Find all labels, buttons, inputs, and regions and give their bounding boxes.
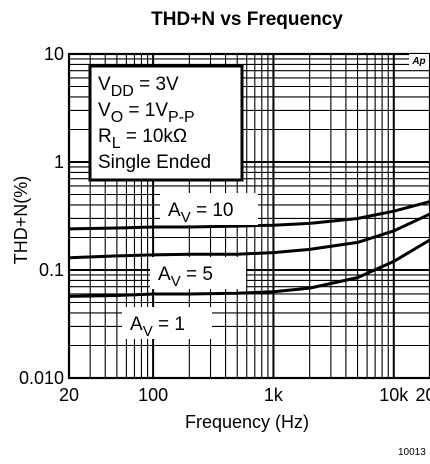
condition-line: RL = 10kΩ xyxy=(98,126,187,152)
series-label-bg xyxy=(122,307,212,339)
ap-logo: Ap xyxy=(409,54,429,67)
series-line xyxy=(68,212,430,260)
x-tick-label: 100 xyxy=(138,385,168,405)
condition-line: VO = 1VP-P xyxy=(98,100,195,126)
series-label-bg xyxy=(160,193,258,225)
series-line xyxy=(68,200,430,231)
condition-line: VDD = 3V xyxy=(98,74,179,100)
y-tick-label: 10 xyxy=(44,44,64,64)
reference-number: 10013 xyxy=(398,447,426,458)
conditions-frame xyxy=(88,64,244,182)
x-tick-label: 1k xyxy=(264,385,284,405)
plot-frame xyxy=(67,52,430,380)
y-axis-label: THD+N(%) xyxy=(11,176,31,265)
y-tick-label: 0.1 xyxy=(39,260,64,280)
series-label: AV = 5 xyxy=(158,264,213,290)
chart-title: THD+N vs Frequency xyxy=(151,9,343,30)
series-label-bg xyxy=(150,257,246,289)
axis-ticks: 20 100 1k 10k 20k 10 1 0.1 0.010 xyxy=(19,44,430,405)
series-label: AV = 10 xyxy=(168,200,234,226)
x-tick-label: 20 xyxy=(59,385,79,405)
series-label: AV = 1 xyxy=(130,314,185,340)
y-tick-label: 0.010 xyxy=(19,368,64,388)
series-lines xyxy=(68,200,430,298)
x-tick-label: 10k xyxy=(379,385,409,405)
y-tick-label: 1 xyxy=(54,152,64,172)
condition-line: Single Ended xyxy=(98,152,211,173)
series-line xyxy=(68,238,430,298)
x-axis-label: Frequency (Hz) xyxy=(185,412,309,432)
svg-text:Ap: Ap xyxy=(411,56,425,67)
x-tick-label: 20k xyxy=(415,385,430,405)
series-labels: AV = 10 AV = 5 AV = 1 xyxy=(122,193,258,340)
